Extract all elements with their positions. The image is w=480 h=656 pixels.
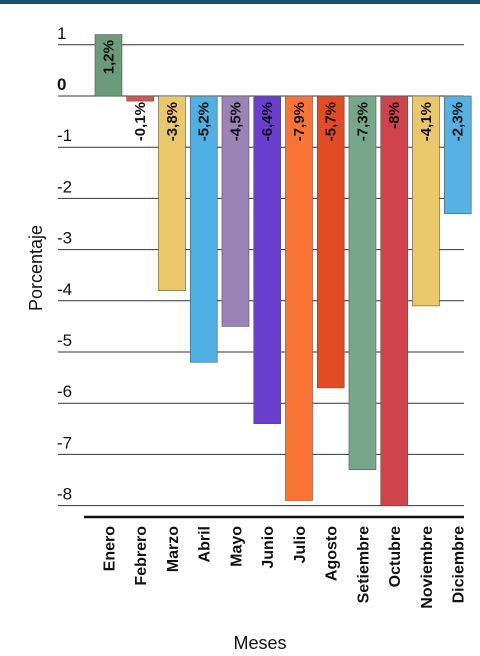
data-label: -8% (386, 102, 403, 129)
bar-febrero (126, 95, 155, 102)
y-tick-label: -2 (57, 177, 72, 196)
x-tick-label: Junio (260, 526, 277, 569)
x-tick-label: Noviembre (419, 526, 436, 609)
top-bar (0, 0, 480, 4)
bar-junio (253, 95, 282, 424)
y-axis-title: Porcentaje (26, 225, 46, 311)
data-label: -4,5% (227, 102, 244, 141)
data-label: -5,7% (323, 102, 340, 141)
bar-agosto (316, 95, 345, 389)
x-tick-label: Diciembre (451, 526, 468, 603)
bar-abril (189, 95, 218, 363)
bar-marzo (158, 95, 186, 291)
x-tick-label: Julio (292, 526, 309, 564)
bar-mayo (221, 95, 250, 327)
bar-diciembre (443, 95, 472, 215)
bar-enero (94, 34, 123, 97)
y-tick-label: -1 (57, 126, 72, 145)
x-axis-categories: Enero Febrero Marzo Abril Mayo Junio Julio Agos… (101, 526, 467, 609)
y-axis-ticks: 1 0 -1 -2 -3 -4 -5 -6 -7 -8 (57, 24, 72, 504)
y-tick-label: 1 (57, 24, 66, 43)
x-tick-label: Marzo (165, 526, 182, 572)
x-tick-label: Octubre (387, 526, 404, 587)
data-label: -7,9% (291, 102, 308, 141)
data-label: -6,4% (259, 102, 276, 141)
x-tick-label: Agosto (324, 526, 341, 581)
x-tick-label: Enero (101, 526, 118, 572)
y-tick-label: -6 (57, 382, 72, 401)
data-label: -5,2% (196, 102, 213, 141)
y-tick-label: 0 (57, 75, 66, 94)
bar-julio (285, 95, 313, 501)
x-axis-title: Meses (233, 633, 286, 653)
data-label: -2,3% (450, 102, 467, 141)
data-label: -3,8% (164, 102, 181, 141)
bar-noviembre (412, 95, 440, 307)
x-tick-label: Abril (197, 526, 214, 562)
x-tick-label: Setiembre (355, 526, 372, 603)
data-label: -7,3% (354, 102, 371, 141)
bars (94, 34, 472, 506)
data-labels: 1,2%-0,1% -3,8% -5,2% -4,5% -6,4% -7,9% -5,7% -… (100, 40, 466, 141)
data-label: -4,1% (418, 102, 435, 141)
x-tick-label: Febrero (133, 526, 150, 586)
x-tick-label: Mayo (228, 526, 245, 567)
data-label: 1,2% (100, 40, 117, 74)
y-tick-label: -3 (57, 229, 72, 248)
bar-setiembre (348, 95, 377, 471)
y-tick-label: -4 (57, 280, 72, 299)
bar-octubre (380, 95, 409, 506)
data-label: -0,1% (132, 102, 149, 141)
y-tick-label: -5 (57, 331, 72, 350)
y-tick-label: -8 (57, 485, 72, 504)
y-tick-label: -7 (57, 433, 72, 452)
